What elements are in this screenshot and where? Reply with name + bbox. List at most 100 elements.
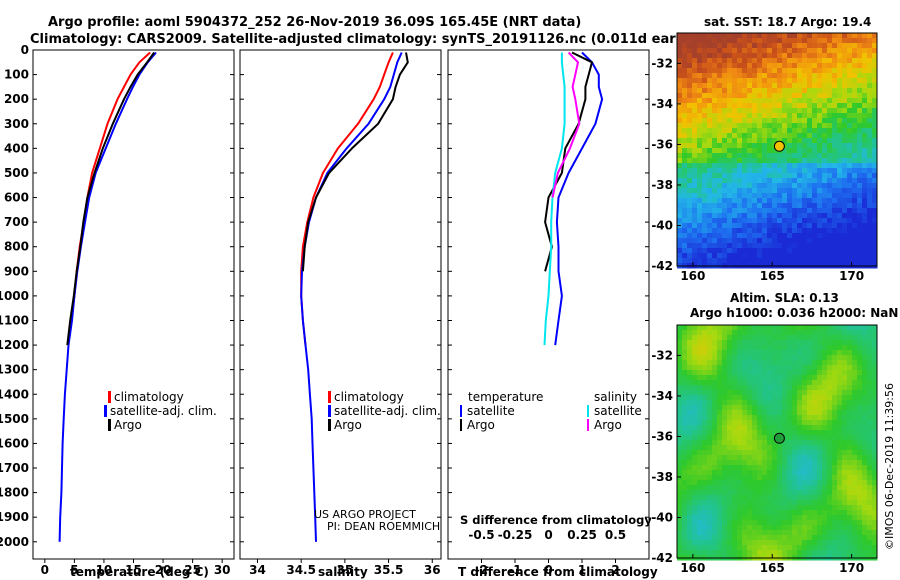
map-cell (757, 238, 763, 244)
map-cell (822, 168, 828, 174)
map-cell (742, 58, 748, 64)
map-cell (817, 350, 823, 356)
map-cell (752, 183, 758, 189)
map-cell (687, 480, 693, 486)
map-cell (802, 158, 808, 164)
map-cell (767, 198, 773, 204)
map-cell (757, 370, 763, 376)
map-cell (692, 425, 698, 431)
map-cell (777, 248, 783, 254)
map-cell (747, 510, 753, 516)
map-cell (757, 138, 763, 144)
map-cell (747, 98, 753, 104)
map-cell (717, 208, 723, 214)
map-cell (772, 223, 778, 229)
map-cell (797, 450, 803, 456)
map-cell (832, 238, 838, 244)
map-cell (787, 480, 793, 486)
map-cell (837, 238, 843, 244)
map-cell (802, 38, 808, 44)
map-cell (867, 193, 873, 199)
map-cell (782, 505, 788, 511)
map-cell (817, 345, 823, 351)
map-cell (782, 400, 788, 406)
map-cell (837, 228, 843, 234)
map-cell (787, 58, 793, 64)
map-cell (717, 500, 723, 506)
map-cell (722, 103, 728, 109)
map-cell (792, 228, 798, 234)
map-cell (757, 148, 763, 154)
map-cell (777, 390, 783, 396)
map-cell (857, 178, 863, 184)
temperature-plot-frame (32, 49, 235, 560)
depth-tick-label: 1900 (0, 510, 29, 524)
map-cell (737, 420, 743, 426)
map-cell (827, 480, 833, 486)
map-cell (812, 118, 818, 124)
map-cell (762, 248, 768, 254)
map-cell (767, 465, 773, 471)
map-cell (737, 38, 743, 44)
map-cell (782, 53, 788, 59)
map-cell (772, 550, 778, 556)
map-cell (757, 475, 763, 481)
map-cell (757, 490, 763, 496)
map-cell (837, 223, 843, 229)
map-cell (862, 223, 868, 229)
map-cell (867, 48, 873, 54)
map-cell (747, 425, 753, 431)
map-cell (737, 233, 743, 239)
map-cell (842, 465, 848, 471)
map-cell (807, 515, 813, 521)
map-cell (852, 243, 858, 249)
map-cell (752, 530, 758, 536)
map-cell (812, 390, 818, 396)
map-cell (747, 350, 753, 356)
map-cell (697, 143, 703, 149)
map-cell (832, 53, 838, 59)
map-cell (757, 540, 763, 546)
map-cell (837, 68, 843, 74)
map-cell (837, 243, 843, 249)
map-cell (707, 43, 713, 49)
map-cell (802, 248, 808, 254)
map-cell (717, 435, 723, 441)
map-cell (867, 228, 873, 234)
legend-swatch-argo (328, 419, 331, 431)
map-cell (747, 515, 753, 521)
map-cell (687, 465, 693, 471)
map-cell (707, 118, 713, 124)
map-cell (772, 335, 778, 341)
map-cell (837, 390, 843, 396)
map-cell (862, 415, 868, 421)
map-cell (687, 178, 693, 184)
map-cell (742, 385, 748, 391)
map-cell (842, 148, 848, 154)
map-cell (757, 445, 763, 451)
map-cell (772, 455, 778, 461)
map-cell (717, 440, 723, 446)
map-cell (842, 223, 848, 229)
map-cell (682, 535, 688, 541)
map-cell (682, 138, 688, 144)
map-cell (682, 455, 688, 461)
depth-tick-label: 2000 (0, 535, 29, 549)
map-cell (767, 515, 773, 521)
map-cell (707, 33, 713, 39)
map-cell (742, 350, 748, 356)
map-cell (792, 435, 798, 441)
map-cell (762, 545, 768, 551)
map-cell (742, 223, 748, 229)
map-cell (807, 415, 813, 421)
map-cell (757, 430, 763, 436)
map-cell (847, 490, 853, 496)
map-cell (702, 350, 708, 356)
map-cell (727, 410, 733, 416)
map-cell (757, 325, 763, 331)
map-cell (692, 370, 698, 376)
map-cell (742, 243, 748, 249)
map-cell (707, 173, 713, 179)
map-cell (832, 435, 838, 441)
map-cell (682, 213, 688, 219)
